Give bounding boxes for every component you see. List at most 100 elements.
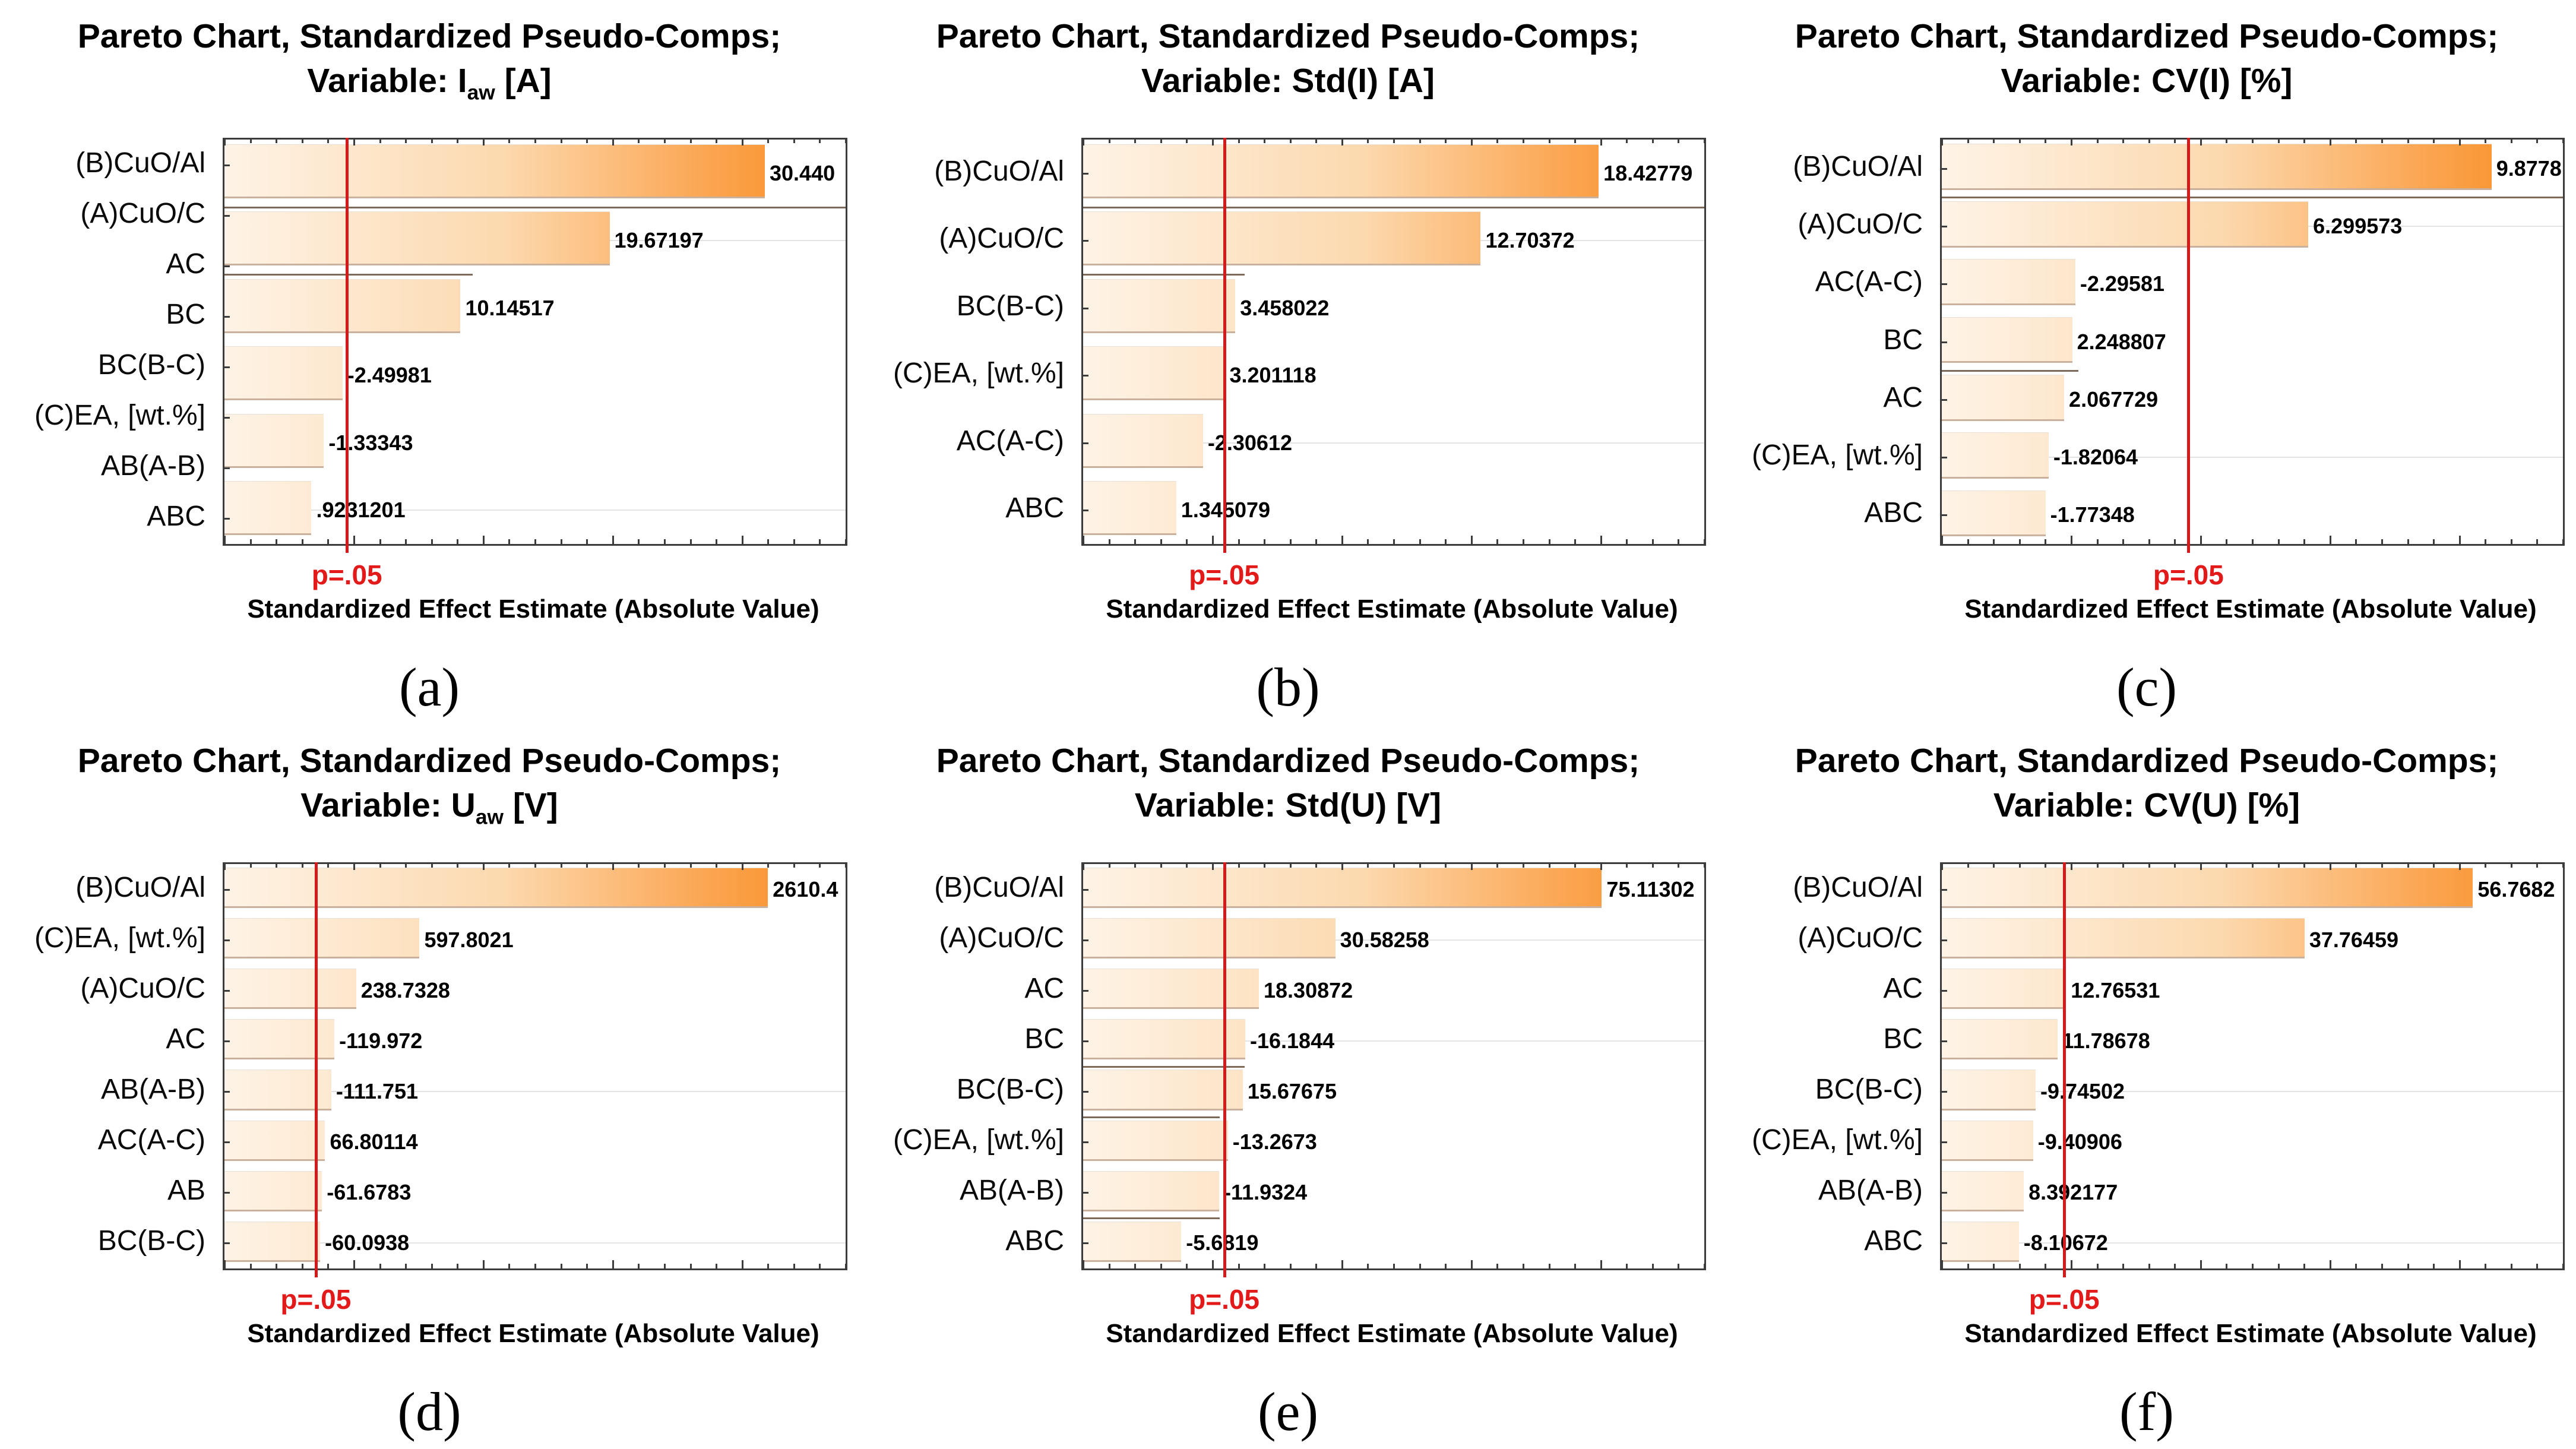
x-axis-tick xyxy=(612,536,614,544)
x-axis-tick xyxy=(689,864,692,868)
x-axis-tick xyxy=(560,864,562,868)
x-axis-tick xyxy=(1211,864,1214,870)
x-axis-tick xyxy=(457,539,459,544)
x-axis-tick xyxy=(1186,539,1188,544)
x-axis-tick xyxy=(2070,536,2072,544)
chart-title-line2: Variable: Iaw [A] xyxy=(18,59,841,107)
bar-value-label: 12.76531 xyxy=(2071,977,2160,1002)
x-axis-tick xyxy=(2355,1264,2357,1268)
chart-title: Pareto Chart, Standardized Pseudo-Comps;… xyxy=(18,739,841,831)
chart-title-line1: Pareto Chart, Standardized Pseudo-Comps; xyxy=(77,17,781,55)
x-axis-tick xyxy=(2148,539,2150,544)
bar-value-label: 3.458022 xyxy=(1240,295,1330,320)
x-axis-tick xyxy=(534,1264,536,1268)
x-axis-tick xyxy=(1574,1264,1577,1268)
x-axis-tick xyxy=(1967,864,1969,868)
y-axis-tick xyxy=(1942,1091,1947,1093)
x-axis-tick xyxy=(1264,1264,1266,1268)
bar-value-label: .9231201 xyxy=(316,498,406,523)
y-axis-tick xyxy=(224,164,230,166)
chart-title-line2: Variable: Std(I) [A] xyxy=(876,59,1700,107)
x-axis-tick xyxy=(1083,864,1084,870)
x-axis-tick xyxy=(1445,864,1447,868)
x-axis-tick xyxy=(1678,864,1680,868)
plot-area: 18.42779 12.70372 3.458022 3.201118 -2.30612… xyxy=(1081,138,1706,546)
y-axis-tick xyxy=(224,1141,230,1144)
axis-category-label: AC xyxy=(166,1023,205,1055)
x-axis-tick xyxy=(249,140,252,143)
x-axis-tick xyxy=(2277,1264,2280,1268)
x-axis-tick xyxy=(1289,864,1292,868)
y-axis-category-labels: (B)CuO/Al (A)CuO/C AC(A-C) BC AC (C)EA, [wt.%… xyxy=(1717,138,1931,542)
p-value-label: p=.05 xyxy=(280,1284,352,1315)
x-axis-tick xyxy=(1496,539,1499,544)
x-axis-tick xyxy=(2122,1264,2125,1268)
x-axis-tick xyxy=(1315,539,1318,544)
bar-value-label: -119.972 xyxy=(339,1028,423,1053)
plot-area: 9.8778 6.299573 -2.29581 2.248807 2.067729 -1… xyxy=(1940,138,2565,546)
separator-line xyxy=(224,206,846,208)
x-axis-tick xyxy=(689,539,692,544)
x-axis-tick xyxy=(2122,140,2125,143)
bar-value-label: 15.67675 xyxy=(1247,1079,1337,1104)
axis-category-label: AC(A-C) xyxy=(97,1124,205,1156)
x-axis-tick xyxy=(534,864,536,868)
x-axis-tick xyxy=(1108,864,1110,868)
x-axis-tick xyxy=(1574,864,1577,868)
y-axis-tick xyxy=(1942,398,1947,401)
x-axis-tick xyxy=(2200,536,2202,544)
bar xyxy=(1942,969,2067,1010)
axis-category-label: (B)CuO/Al xyxy=(1793,150,1923,182)
axis-category-label: ABC xyxy=(1864,1225,1923,1257)
bar xyxy=(224,1070,331,1111)
bar xyxy=(1942,1070,2036,1111)
x-axis-tick xyxy=(2329,864,2331,870)
axis-category-label: (B)CuO/Al xyxy=(75,871,205,903)
x-axis-tick xyxy=(1367,140,1369,143)
x-axis-tick xyxy=(2355,864,2357,868)
x-axis-tick xyxy=(1108,140,1110,143)
axis-category-label: (A)CuO/C xyxy=(1797,922,1923,954)
x-axis-tick xyxy=(1548,140,1550,143)
x-axis-tick xyxy=(457,140,459,143)
x-axis-tick xyxy=(1160,140,1162,143)
x-axis-tick xyxy=(2407,140,2409,143)
x-axis-tick xyxy=(2329,536,2331,544)
separator-line xyxy=(224,274,473,276)
x-axis-tick xyxy=(1470,864,1473,870)
y-axis-tick xyxy=(224,939,230,941)
x-axis-tick xyxy=(586,539,588,544)
x-axis-tick xyxy=(793,140,795,143)
bar-value-label: 9.8778 xyxy=(2496,156,2562,181)
x-axis-tick xyxy=(1289,140,1292,143)
x-axis-tick xyxy=(1942,1260,1943,1268)
x-axis-tick xyxy=(2045,539,2047,544)
bar xyxy=(1083,1070,1243,1111)
x-axis-tick xyxy=(1134,1264,1137,1268)
chart-title-line1: Pareto Chart, Standardized Pseudo-Comps; xyxy=(936,17,1640,55)
chart-title: Pareto Chart, Standardized Pseudo-Comps;… xyxy=(876,739,1700,831)
x-axis-tick xyxy=(2018,864,2021,868)
y-axis-tick xyxy=(1942,1141,1947,1144)
chart-variable-name: Variable: I xyxy=(307,62,467,100)
separator-line xyxy=(1083,274,1245,276)
x-axis-tick xyxy=(1315,140,1318,143)
x-axis-tick xyxy=(1445,539,1447,544)
x-axis-tick xyxy=(1186,1264,1188,1268)
chart-variable-subscript: aw xyxy=(475,805,504,829)
p-value-label: p=.05 xyxy=(2153,559,2224,590)
pareto-chart-panel: Pareto Chart, Standardized Pseudo-Comps;… xyxy=(859,725,1717,1449)
x-axis-tick xyxy=(1393,1264,1395,1268)
axis-category-label: (C)EA, [wt.%] xyxy=(893,1124,1064,1156)
x-axis-tick xyxy=(1626,864,1628,868)
p-value-label: p=.05 xyxy=(2028,1284,2100,1315)
x-axis-tick xyxy=(276,140,278,143)
x-axis-tick xyxy=(301,1264,303,1268)
x-axis-tick xyxy=(2174,864,2176,868)
bar xyxy=(1942,1120,2033,1161)
bar-value-label: 75.11302 xyxy=(1606,877,1695,901)
x-axis-tick xyxy=(1134,539,1137,544)
bar xyxy=(1942,259,2075,306)
axis-category-label: ABC xyxy=(1005,1225,1064,1257)
x-axis-tick xyxy=(431,864,433,868)
